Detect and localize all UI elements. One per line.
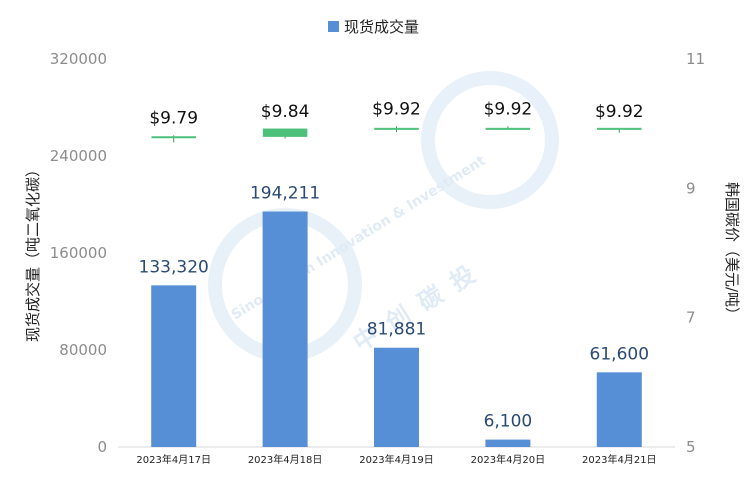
y2-tick-label: 5 bbox=[686, 438, 696, 456]
y-tick-label: 80000 bbox=[59, 341, 107, 359]
price-label: $9.92 bbox=[484, 99, 533, 119]
candle-body bbox=[597, 127, 642, 130]
y2-tick-label: 9 bbox=[686, 179, 696, 197]
legend-label: 现货成交量 bbox=[344, 18, 419, 36]
price-label: $9.79 bbox=[149, 108, 198, 128]
y2-tick-label: 7 bbox=[686, 309, 696, 327]
price-label: $9.92 bbox=[372, 99, 421, 119]
watermark-ring-right bbox=[421, 71, 559, 209]
x-category-label: 2023年4月20日 bbox=[471, 453, 546, 466]
legend-swatch bbox=[328, 21, 339, 32]
price-label: $9.84 bbox=[261, 102, 310, 122]
y-tick-label: 240000 bbox=[50, 147, 107, 165]
y2-axis-title: 韩国碳价（美元/吨） bbox=[723, 182, 741, 322]
x-category-label: 2023年4月19日 bbox=[359, 453, 434, 466]
candle-body bbox=[485, 127, 531, 130]
bar bbox=[151, 285, 197, 447]
bar-value-label: 194,211 bbox=[250, 184, 320, 204]
y-tick-label: 320000 bbox=[50, 50, 107, 68]
x-category-label: 2023年4月17日 bbox=[136, 453, 211, 466]
x-category-label: 2023年4月21日 bbox=[582, 453, 657, 466]
y-axis-title: 现货成交量（吨二氧化碳） bbox=[24, 162, 42, 342]
y-tick-label: 160000 bbox=[50, 244, 107, 262]
price-label: $9.92 bbox=[595, 102, 644, 122]
candle-body bbox=[151, 136, 196, 139]
bar-value-label: 61,600 bbox=[590, 344, 649, 364]
legend: 现货成交量 bbox=[328, 18, 419, 36]
bar bbox=[262, 211, 308, 447]
bar-value-label: 133,320 bbox=[139, 257, 209, 277]
bar-value-label: 81,881 bbox=[367, 320, 426, 340]
bar bbox=[374, 347, 419, 447]
bar-value-label: 6,100 bbox=[484, 412, 533, 432]
y2-tick-label: 11 bbox=[686, 50, 705, 68]
candle-body bbox=[374, 127, 419, 130]
bar bbox=[596, 372, 642, 447]
y-tick-label: 0 bbox=[97, 438, 107, 456]
watermark-brand: 中创碳投 bbox=[348, 253, 492, 357]
bar bbox=[485, 439, 531, 447]
candle-body bbox=[262, 128, 308, 137]
x-category-label: 2023年4月18日 bbox=[248, 453, 323, 466]
